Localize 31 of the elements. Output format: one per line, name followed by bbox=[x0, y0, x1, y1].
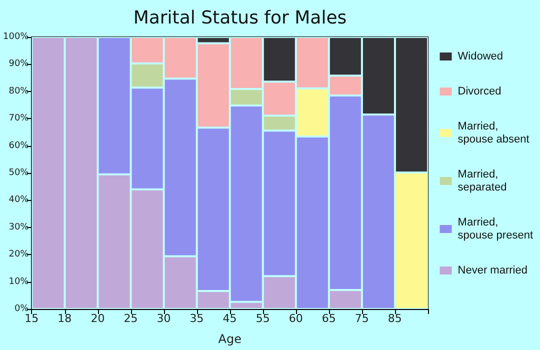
legend-label: Married, spouse absent bbox=[458, 120, 530, 146]
legend-label: Divorced bbox=[458, 86, 502, 98]
x-tick-label: 45 bbox=[222, 312, 237, 325]
x-tick-label: 20 bbox=[90, 312, 105, 325]
legend-label: Never married bbox=[458, 264, 528, 276]
x-tick-label: 75 bbox=[354, 312, 369, 325]
x-tick-label: 30 bbox=[156, 312, 171, 325]
chart-title: Marital Status for Males bbox=[133, 8, 347, 28]
y-tick-label: 60% bbox=[8, 140, 30, 151]
y-tick-label: 20% bbox=[8, 250, 30, 260]
x-tick-label: 55 bbox=[256, 312, 270, 325]
y-tick-label: 80% bbox=[8, 86, 30, 96]
y-tick-label: 30% bbox=[8, 222, 30, 232]
y-tick-label: 40% bbox=[8, 195, 30, 206]
y-tick-label: 10% bbox=[8, 276, 30, 287]
x-axis-title: Age bbox=[218, 332, 242, 346]
y-tick-label: 0% bbox=[14, 304, 30, 314]
y-tick-label: 100% bbox=[2, 32, 30, 42]
y-tick-label: 50% bbox=[8, 168, 30, 178]
y-tick-label: 90% bbox=[8, 59, 30, 70]
x-tick-label: 85 bbox=[388, 312, 402, 325]
x-tick-label: 35 bbox=[190, 312, 204, 325]
x-tick-label: 18 bbox=[58, 312, 72, 325]
legend-label: Married, spouse present bbox=[458, 216, 533, 242]
x-tick-label: 15 bbox=[24, 312, 39, 325]
y-tick-label: 70% bbox=[8, 114, 30, 124]
x-tick-label: 60 bbox=[288, 312, 303, 325]
x-tick-label: 65 bbox=[322, 312, 336, 325]
legend-label: Widowed bbox=[458, 50, 504, 62]
x-tick-label: 25 bbox=[124, 312, 138, 325]
legend-label: Married, separated bbox=[458, 168, 507, 194]
